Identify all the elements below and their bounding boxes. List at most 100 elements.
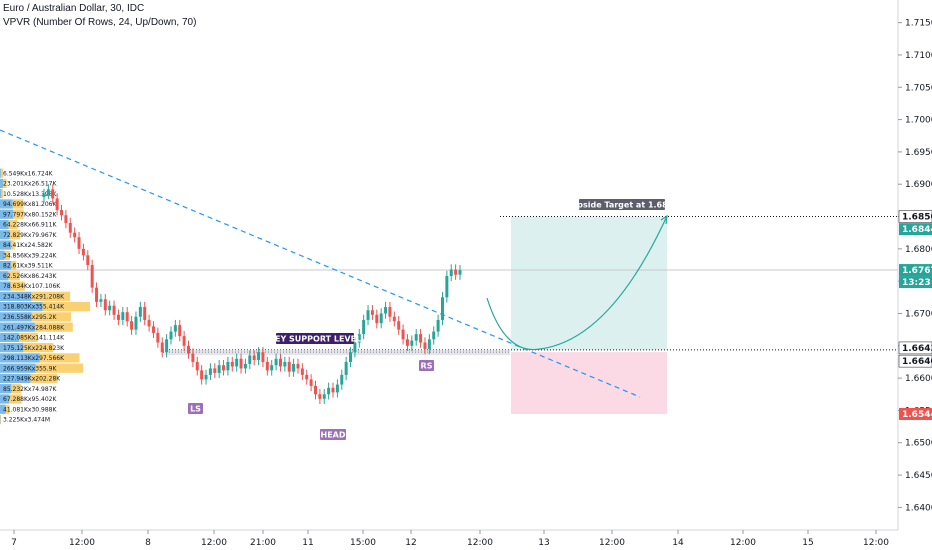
vp-down-bar	[8, 394, 22, 404]
candle-body	[187, 345, 191, 354]
price-box	[899, 407, 932, 420]
vp-down-bar	[23, 343, 54, 353]
vp-row-label: 298.113Kx297.566K	[3, 355, 65, 362]
candle-body	[81, 248, 85, 256]
trendline	[0, 129, 641, 398]
vp-row-label: 82.61Kx39.511K	[3, 263, 54, 270]
candle-body	[454, 269, 458, 275]
candle-body	[414, 334, 418, 341]
candle-body	[130, 321, 134, 330]
price-box-label: 1.67672	[902, 266, 932, 276]
vp-up-bar	[0, 281, 11, 291]
candle-body	[160, 342, 164, 353]
head-label: HEAD	[321, 431, 346, 440]
ls-label-bg	[188, 403, 203, 414]
candle-body	[427, 339, 431, 350]
price-tick-label: 1.64500	[905, 471, 932, 481]
candle-body	[230, 361, 234, 367]
vp-row-label: 84.41Kx24.582K	[3, 242, 54, 249]
vp-up-bar	[0, 168, 1, 178]
candle-body	[257, 352, 261, 361]
candle-body	[73, 232, 77, 238]
candle-body	[322, 394, 326, 399]
vp-row-label: 97.797Kx80.152K	[3, 211, 57, 218]
vp-up-bar	[0, 240, 12, 250]
vp-up-bar	[0, 291, 32, 301]
candle-body	[283, 361, 287, 367]
vp-up-bar	[0, 230, 10, 240]
candle-body	[261, 352, 265, 362]
candle-body	[357, 334, 361, 343]
candle-body	[379, 313, 383, 324]
candle-body	[226, 361, 230, 371]
candle-body	[388, 307, 392, 317]
vp-down-bar	[1, 189, 4, 199]
time-tick-label: 15	[802, 538, 813, 548]
vp-down-bar	[42, 301, 90, 312]
candle-body	[309, 379, 313, 386]
vp-row-label: 234.348Kx291.208K	[3, 293, 65, 300]
candle-body	[90, 265, 94, 288]
time-tick-label: 8	[145, 538, 151, 548]
candle-body	[42, 193, 46, 198]
price-box	[899, 276, 932, 289]
candle-body	[270, 365, 274, 371]
price-box-label: 13:23	[902, 278, 931, 288]
candle-body	[362, 319, 366, 335]
candle-body	[397, 321, 401, 330]
vp-down-bar	[34, 322, 73, 332]
time-tick-label: 12:00	[863, 538, 889, 548]
vp-up-bar	[0, 343, 24, 353]
candle-body	[243, 363, 247, 369]
time-tick-label: 12:00	[599, 538, 625, 548]
vp-row-label: 94.699Kx81.206K	[3, 201, 57, 208]
candle-body	[423, 342, 427, 350]
vp-row-label: 236.558Kx295.2K	[3, 314, 57, 321]
candle-body	[169, 331, 173, 340]
vp-up-bar	[0, 250, 5, 260]
price-box-label: 1.66402	[902, 357, 932, 367]
vp-row-label: 227.949Kx202.28K	[3, 376, 61, 383]
candle-body	[68, 222, 72, 233]
vp-row-label: 266.959Kx355.9K	[3, 365, 57, 372]
candle-body	[305, 374, 309, 380]
candle-body	[182, 336, 186, 346]
projection-arrowhead	[660, 214, 668, 225]
time-axis: 7 12:00 8 12:00 21:00 11 15:00 12 12:00 13 12:00 14…	[0, 529, 898, 548]
price-box	[898, 354, 932, 368]
candle-body	[401, 329, 405, 340]
vp-down-bar	[35, 363, 84, 373]
candle-body	[116, 314, 120, 320]
price-tick-label: 1.67000	[905, 309, 932, 319]
vp-up-bar	[0, 384, 12, 394]
candle-body	[151, 326, 155, 333]
vp-row-label: 64.228Kx66.911K	[3, 222, 57, 229]
candle-body	[274, 358, 278, 366]
head-label-bg	[320, 429, 346, 440]
candle-body	[287, 361, 291, 372]
price-box-label: 1.68500	[902, 213, 932, 223]
candle-body	[138, 307, 142, 317]
time-tick-label: 21:00	[250, 538, 276, 548]
candle-body	[405, 339, 409, 346]
vp-up-bar	[0, 178, 4, 189]
candle-body	[103, 299, 107, 311]
vp-down-bar	[4, 250, 10, 260]
candle-body	[125, 312, 129, 322]
vp-row-label: 10.528Kx13.398K	[3, 191, 57, 198]
vp-up-bar	[0, 301, 43, 312]
vp-up-bar	[0, 209, 14, 219]
volume-profile: 6.549Kx16.724K 23.201Kx26.517K 10.528Kx13.…	[0, 168, 90, 425]
candle-body	[410, 340, 414, 346]
candle-body	[265, 361, 269, 371]
candle-body	[300, 368, 304, 375]
candle-body	[222, 365, 226, 371]
time-tick-label: 11	[302, 538, 313, 548]
price-tick-label: 1.71000	[905, 51, 932, 61]
candle-body	[313, 385, 317, 395]
vp-row-label: 67.288Kx95.402K	[3, 396, 57, 403]
vp-row-label: 62.526Kx86.243K	[3, 273, 57, 280]
candle-body	[77, 237, 81, 249]
vp-up-bar	[0, 271, 9, 281]
